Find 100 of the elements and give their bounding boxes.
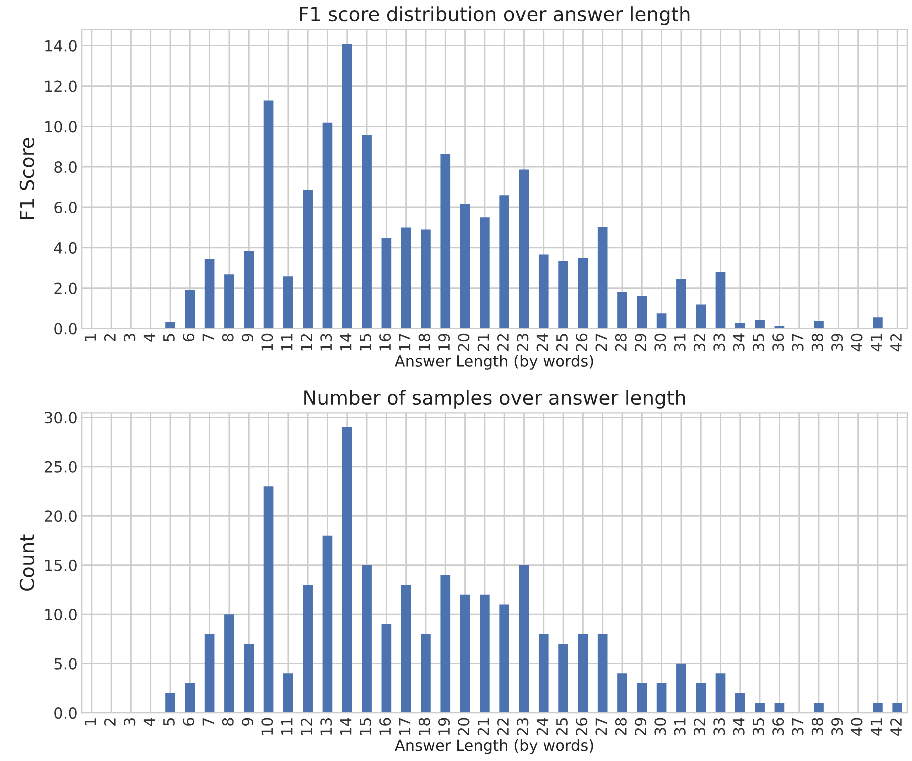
x-tick-label: 14 bbox=[340, 334, 352, 351]
x-tick-label: 7 bbox=[202, 718, 214, 726]
y-tick-label: 2.0 bbox=[54, 282, 77, 294]
x-tick-label: 32 bbox=[694, 718, 706, 736]
x-tick-label: 19 bbox=[438, 334, 450, 351]
x-tick-label: 11 bbox=[281, 718, 293, 735]
y-tick-label: 25.0 bbox=[45, 461, 77, 473]
x-tick-label: 40 bbox=[851, 334, 863, 352]
x-tick-label: 12 bbox=[300, 718, 312, 735]
y-tick-label: 10.0 bbox=[46, 609, 77, 621]
bar bbox=[873, 703, 883, 714]
x-tick-label: 34 bbox=[733, 334, 745, 352]
bar bbox=[676, 279, 686, 329]
x-tick-label: 34 bbox=[733, 718, 745, 736]
bar bbox=[716, 674, 726, 714]
x-tick-label: 4 bbox=[144, 718, 156, 726]
x-tick-label: 13 bbox=[320, 334, 332, 351]
bar bbox=[322, 536, 333, 714]
bar bbox=[224, 614, 234, 714]
x-tick-label: 2 bbox=[104, 718, 116, 726]
x-tick-label: 31 bbox=[674, 718, 686, 736]
bar bbox=[303, 585, 313, 714]
x-tick-label: 4 bbox=[144, 334, 156, 342]
y-tick-label: 6.0 bbox=[54, 202, 77, 214]
x-tick-label: 10 bbox=[262, 718, 274, 735]
x-tick-label: 6 bbox=[183, 334, 195, 342]
bar bbox=[696, 684, 706, 714]
bar bbox=[204, 259, 215, 329]
y-tick-label: 0.0 bbox=[54, 708, 77, 720]
bar bbox=[598, 634, 608, 714]
x-tick-label: 9 bbox=[242, 334, 254, 342]
bar bbox=[637, 684, 648, 714]
bar bbox=[538, 254, 549, 329]
bar bbox=[814, 321, 824, 329]
x-tick-label: 7 bbox=[202, 334, 214, 342]
x-tick-label: 3 bbox=[124, 718, 136, 726]
x-tick-label: 23 bbox=[517, 334, 529, 352]
x-tick-label: 31 bbox=[674, 334, 686, 352]
y-tick-label: 8.0 bbox=[54, 162, 77, 174]
x-tick-label: 25 bbox=[556, 334, 568, 352]
bar bbox=[244, 251, 254, 329]
bar bbox=[166, 693, 176, 714]
bar bbox=[480, 594, 490, 714]
x-tick-label: 30 bbox=[654, 334, 666, 352]
bar bbox=[500, 196, 510, 329]
x-tick-label: 38 bbox=[812, 718, 824, 736]
bar bbox=[264, 100, 274, 329]
bar bbox=[578, 258, 588, 329]
bar bbox=[735, 693, 746, 714]
bar bbox=[204, 634, 215, 714]
x-tick-label: 14 bbox=[340, 718, 352, 735]
y-tick-label: 4.0 bbox=[54, 242, 77, 254]
x-tick-label: 37 bbox=[792, 718, 804, 736]
bar bbox=[421, 634, 431, 714]
x-tick-label: 41 bbox=[871, 718, 882, 736]
x-tick-label: 8 bbox=[222, 334, 234, 342]
x-tick-label: 27 bbox=[596, 334, 608, 352]
bar bbox=[440, 154, 451, 329]
x-tick-label: 32 bbox=[694, 334, 706, 352]
x-tick-label: 5 bbox=[164, 718, 175, 726]
x-tick-label: 35 bbox=[752, 718, 764, 736]
bar bbox=[224, 274, 234, 329]
bar bbox=[421, 230, 431, 329]
x-tick-label: 22 bbox=[497, 718, 509, 736]
bar bbox=[656, 684, 667, 714]
bar bbox=[362, 565, 372, 714]
x-tick-label: 21 bbox=[478, 718, 490, 736]
x-tick-label: 28 bbox=[615, 718, 627, 736]
x-tick-label: 26 bbox=[576, 718, 588, 736]
x-tick-label: 33 bbox=[714, 334, 726, 352]
bar bbox=[401, 585, 412, 714]
x-tick-label: 1 bbox=[84, 334, 96, 341]
y-axis-title: Count bbox=[20, 534, 35, 591]
x-tick-label: 15 bbox=[360, 334, 372, 351]
y-tick-label: 10.0 bbox=[46, 121, 77, 133]
x-tick-label: 30 bbox=[654, 718, 666, 736]
x-tick-label: 36 bbox=[772, 718, 784, 736]
bar bbox=[558, 261, 568, 329]
x-tick-label: 29 bbox=[635, 334, 647, 352]
x-tick-label: 36 bbox=[772, 334, 784, 352]
bar bbox=[716, 272, 726, 329]
x-tick-label: 25 bbox=[556, 718, 568, 736]
x-tick-label: 33 bbox=[714, 718, 726, 736]
bar bbox=[440, 575, 451, 714]
x-tick-label: 3 bbox=[124, 334, 136, 342]
x-tick-label: 35 bbox=[752, 334, 764, 352]
bar bbox=[185, 684, 196, 714]
chart-title: F1 score distribution over answer length bbox=[300, 6, 690, 26]
bar bbox=[618, 292, 628, 329]
x-tick-label: 1 bbox=[84, 718, 96, 726]
x-tick-label: 17 bbox=[399, 718, 411, 735]
y-tick-label: 14.0 bbox=[46, 40, 77, 52]
bar bbox=[244, 644, 254, 714]
x-tick-label: 16 bbox=[380, 334, 392, 351]
bar bbox=[637, 296, 648, 329]
bar bbox=[755, 703, 765, 714]
bar bbox=[618, 674, 628, 714]
bar bbox=[598, 227, 608, 329]
bar bbox=[264, 486, 274, 714]
bar bbox=[519, 170, 530, 329]
